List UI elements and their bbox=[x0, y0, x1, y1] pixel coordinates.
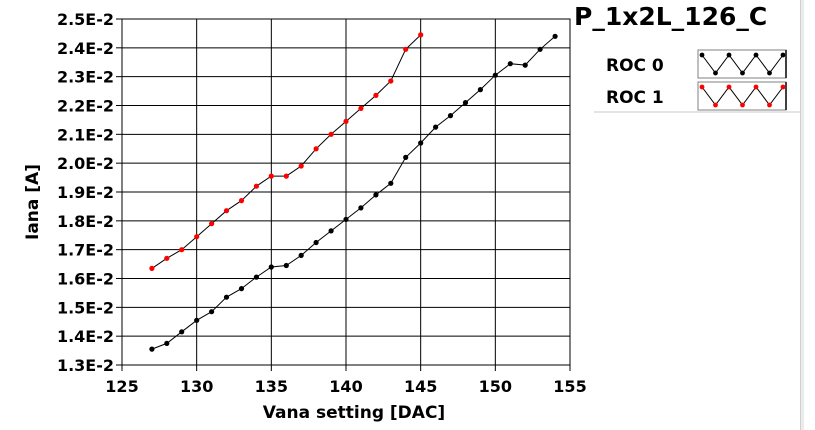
x-tick-label: 150 bbox=[479, 377, 512, 396]
data-point bbox=[253, 183, 259, 189]
axis-ticks: 125 130 135 140 145 150 155 1.3E-2 1.4E-2 1.5E-2 1… bbox=[57, 10, 587, 396]
data-point bbox=[418, 140, 424, 146]
x-tick-label: 145 bbox=[404, 377, 437, 396]
y-tick-label: 2.0E-2 bbox=[57, 154, 114, 173]
data-point bbox=[418, 32, 424, 38]
data-point bbox=[268, 264, 274, 270]
data-point bbox=[149, 265, 155, 271]
data-point bbox=[283, 173, 289, 179]
data-point bbox=[194, 234, 200, 240]
legend-sample-point bbox=[767, 70, 772, 76]
data-point bbox=[373, 192, 379, 198]
y-axis-label: Iana [A] bbox=[23, 164, 43, 240]
y-tick-label: 2.3E-2 bbox=[57, 68, 114, 87]
y-tick-label: 2.1E-2 bbox=[57, 125, 114, 144]
data-point bbox=[522, 62, 528, 68]
legend-sample-point bbox=[713, 70, 718, 76]
data-point bbox=[313, 239, 319, 246]
legend-sample-point bbox=[780, 52, 786, 58]
x-axis-label: Vana setting [DAC] bbox=[263, 403, 445, 423]
y-tick-label: 2.2E-2 bbox=[57, 97, 114, 116]
data-point bbox=[388, 180, 394, 186]
series-line-0 bbox=[151, 35, 556, 350]
legend-sample-point bbox=[780, 84, 786, 90]
data-point bbox=[552, 33, 558, 39]
data-point bbox=[328, 131, 334, 137]
data-point bbox=[403, 46, 409, 52]
series-line-1 bbox=[151, 34, 422, 269]
window-right-border bbox=[800, 0, 815, 430]
data-point bbox=[223, 294, 230, 300]
data-point bbox=[507, 61, 513, 67]
data-point bbox=[179, 247, 185, 253]
data-point bbox=[343, 216, 349, 222]
data-point bbox=[164, 255, 170, 261]
x-tick-label: 140 bbox=[329, 377, 362, 396]
data-point bbox=[343, 118, 349, 124]
x-tick-label: 155 bbox=[553, 377, 586, 396]
data-point bbox=[358, 105, 364, 111]
data-point bbox=[477, 87, 483, 93]
data-point bbox=[238, 198, 245, 204]
x-tick-label: 130 bbox=[180, 377, 213, 396]
y-tick-label: 1.7E-2 bbox=[57, 241, 114, 260]
legend-label: ROC 0 bbox=[606, 56, 664, 76]
y-tick-label: 1.5E-2 bbox=[57, 298, 114, 317]
data-point bbox=[328, 228, 334, 234]
y-tick-label: 1.9E-2 bbox=[57, 183, 114, 202]
data-point bbox=[268, 173, 274, 179]
y-tick-label: 1.3E-2 bbox=[57, 356, 114, 375]
data-point bbox=[537, 46, 543, 52]
chart-title: P_1x2L_126_C bbox=[574, 2, 768, 31]
legend-sample-point bbox=[726, 52, 732, 58]
data-point bbox=[298, 252, 304, 258]
y-tick-label: 1.6E-2 bbox=[57, 270, 114, 289]
legend-sample-point bbox=[740, 70, 745, 76]
data-point bbox=[149, 346, 155, 352]
data-point bbox=[238, 286, 245, 292]
y-tick-label: 1.8E-2 bbox=[57, 212, 114, 231]
y-tick-label: 2.5E-2 bbox=[57, 10, 114, 29]
data-point bbox=[358, 205, 364, 211]
data-point bbox=[373, 92, 379, 98]
data-point bbox=[209, 221, 215, 227]
legend-sample-point bbox=[767, 102, 772, 108]
legend-sample-point bbox=[699, 84, 705, 90]
grid-lines bbox=[122, 19, 570, 365]
legend-label: ROC 1 bbox=[606, 88, 664, 108]
legend-sample-point bbox=[713, 102, 718, 108]
data-point bbox=[283, 262, 289, 269]
data-point bbox=[433, 124, 439, 130]
legend-sample-point bbox=[726, 84, 732, 90]
data-point bbox=[403, 154, 409, 160]
legend-sample-point bbox=[740, 102, 745, 108]
data-point bbox=[492, 72, 498, 78]
legend-sample-point bbox=[753, 84, 759, 90]
data-point bbox=[447, 113, 454, 119]
data-point bbox=[209, 309, 215, 315]
data-point bbox=[313, 146, 319, 152]
y-tick-label: 1.4E-2 bbox=[57, 327, 114, 346]
data-point bbox=[388, 78, 394, 84]
y-tick-label: 2.4E-2 bbox=[57, 39, 114, 58]
data-point bbox=[179, 329, 185, 335]
data-point bbox=[462, 100, 469, 106]
series-points bbox=[149, 32, 558, 352]
data-point bbox=[253, 274, 259, 280]
x-tick-label: 125 bbox=[105, 377, 138, 396]
x-tick-label: 135 bbox=[255, 377, 288, 396]
data-point bbox=[164, 340, 170, 346]
legend: ROC 0 ROC 1 bbox=[594, 42, 800, 113]
legend-sample-point bbox=[753, 52, 759, 58]
legend-sample-point bbox=[699, 52, 705, 58]
data-point bbox=[298, 163, 304, 169]
data-point bbox=[223, 208, 230, 214]
data-point bbox=[194, 317, 200, 323]
